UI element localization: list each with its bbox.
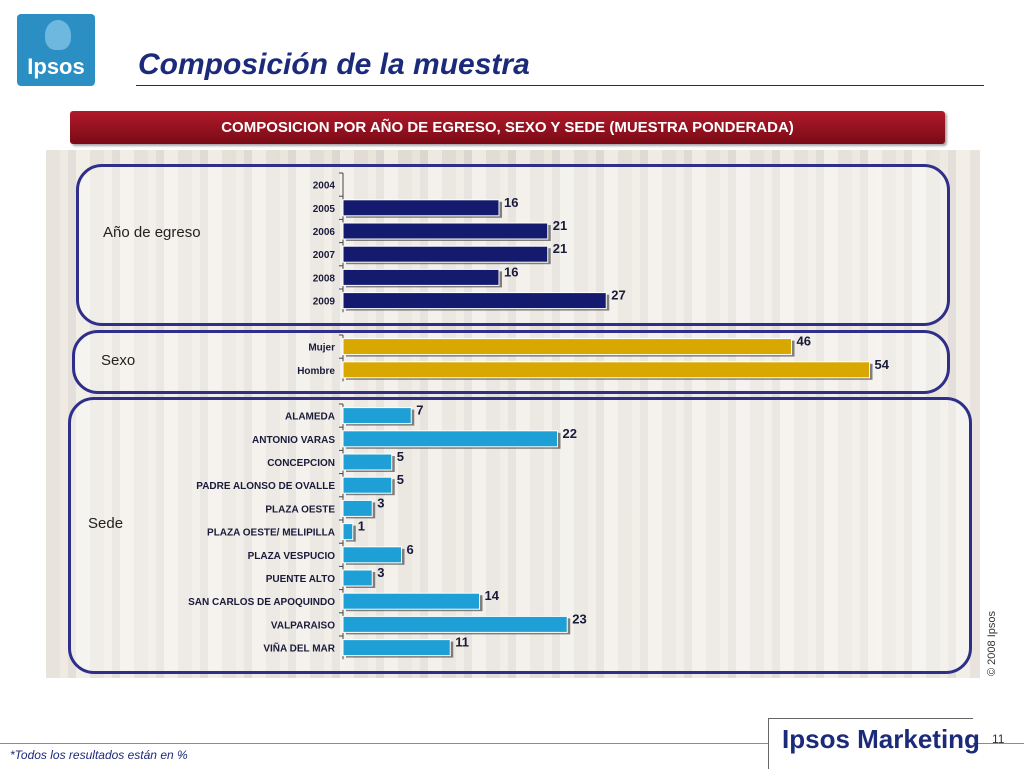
bar (342, 499, 373, 517)
bar (342, 523, 354, 541)
group-label-anio: Año de egreso (103, 224, 201, 241)
tick-label: ANTONIO VARAS (252, 435, 335, 446)
data-label: 46 (797, 334, 811, 349)
data-label: 6 (407, 542, 414, 557)
tick-label: 2004 (313, 181, 336, 192)
tick-label: 2005 (313, 204, 336, 215)
tick-label: 2008 (313, 273, 336, 284)
group-label-sexo: Sexo (101, 352, 136, 369)
tick-label: PLAZA VESPUCIO (248, 551, 336, 562)
bar (342, 453, 393, 471)
tick-label: PUENTE ALTO (266, 574, 335, 585)
data-label: 16 (504, 195, 518, 210)
data-label: 1 (358, 519, 365, 534)
data-label: 21 (553, 241, 567, 256)
tick-label: ALAMEDA (285, 412, 335, 423)
brand-name: Ipsos Marketing (782, 724, 980, 754)
data-label: 14 (485, 588, 500, 603)
copyright: © 2008 Ipsos (986, 611, 998, 676)
bar (342, 639, 451, 657)
page-number: 11 (992, 732, 1005, 746)
bar (342, 569, 373, 587)
bar (342, 338, 792, 356)
data-label: 54 (875, 357, 890, 372)
bar (342, 615, 568, 633)
tick-label: PADRE ALONSO DE OVALLE (196, 481, 335, 492)
tick-label: PLAZA OESTE (265, 504, 335, 515)
data-label: 23 (572, 611, 586, 626)
tick-label: 2006 (313, 227, 336, 238)
data-label: 21 (553, 218, 567, 233)
bar (342, 430, 558, 448)
bar (342, 292, 607, 310)
logo-text: Ipsos (27, 54, 85, 79)
data-label: 11 (455, 635, 469, 650)
chart-banner: COMPOSICION POR AÑO DE EGRESO, SEXO Y SE… (70, 111, 945, 144)
data-label: 7 (416, 403, 423, 418)
title-divider (136, 85, 984, 86)
data-label: 16 (504, 264, 518, 279)
data-label: 5 (397, 472, 404, 487)
bar (342, 361, 870, 379)
bar (342, 245, 549, 263)
bar (342, 199, 500, 217)
group-label-sede: Sede (88, 515, 124, 532)
footer-divider (0, 743, 1024, 744)
bar (342, 476, 393, 494)
footnote: *Todos los resultados están en % (10, 748, 188, 762)
tick-label: Mujer (308, 343, 335, 354)
tick-label: CONCEPCION (267, 458, 335, 469)
data-label: 3 (377, 565, 384, 580)
bar (342, 222, 549, 240)
tick-label: PLAZA OESTE/ MELIPILLA (207, 528, 335, 539)
page-title: Composición de la muestra (138, 48, 530, 81)
ipsos-logo: Ipsos (17, 14, 95, 86)
tick-label: 2009 (313, 297, 336, 308)
tick-label: SAN CARLOS DE APOQUINDO (188, 597, 335, 608)
data-label: 27 (611, 288, 625, 303)
bar (342, 268, 500, 286)
data-label: 22 (563, 426, 577, 441)
tick-label: 2007 (313, 250, 336, 261)
tick-label: Hombre (297, 366, 335, 377)
tick-label: VALPARAISO (271, 620, 335, 631)
tick-label: VIÑA DEL MAR (263, 642, 335, 655)
brand-box (768, 718, 973, 769)
bar (342, 546, 402, 564)
bar (342, 407, 412, 425)
bar (342, 592, 480, 610)
logo-head-icon (45, 20, 71, 50)
data-label: 5 (397, 449, 404, 464)
data-label: 3 (377, 495, 384, 510)
